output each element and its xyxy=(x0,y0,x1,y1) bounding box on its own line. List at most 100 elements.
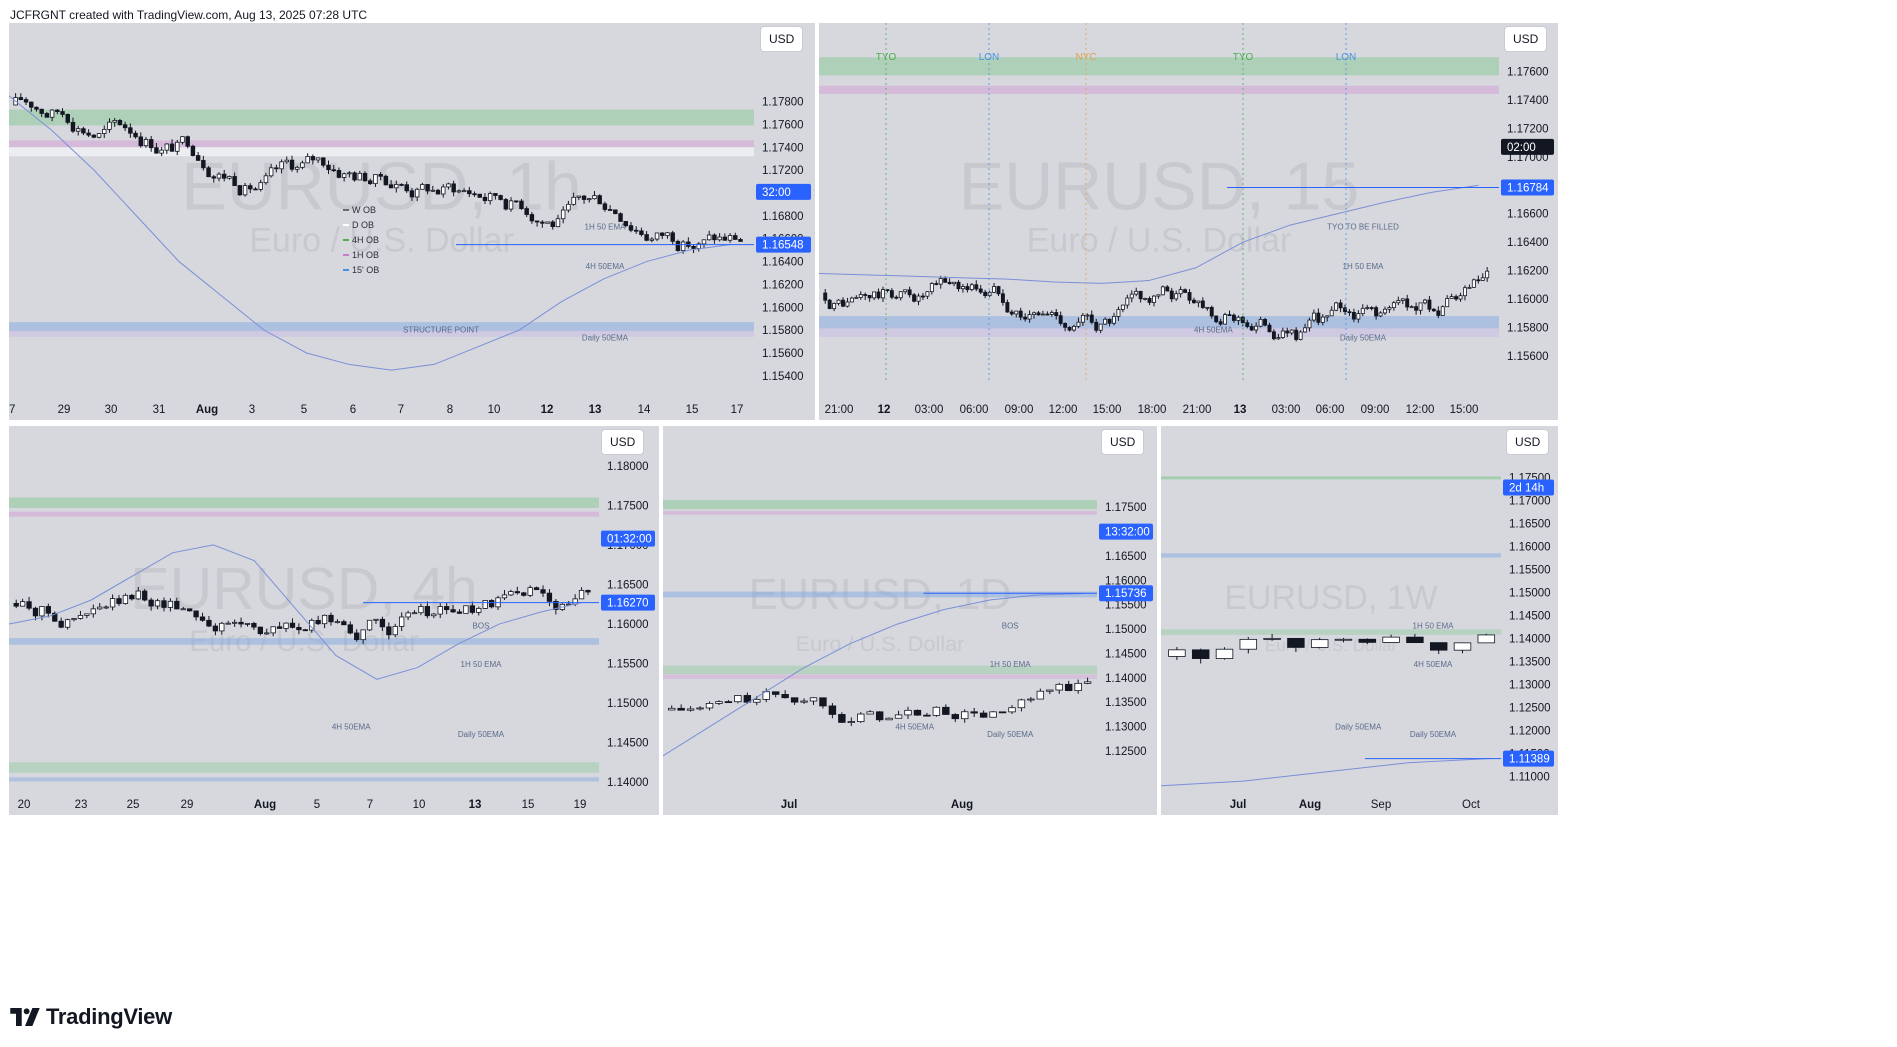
candle xyxy=(1347,311,1352,314)
candle xyxy=(912,294,917,302)
candle xyxy=(979,712,988,718)
chart-panel-1h[interactable]: EURUSD, 1h Euro / U.S. Dollar 1.17800 1.176… xyxy=(9,23,815,420)
currency-button[interactable]: USD xyxy=(1101,429,1145,455)
candle xyxy=(1009,311,1014,315)
candle xyxy=(399,184,404,186)
candle xyxy=(310,156,316,161)
chart-panel-1w[interactable]: EURUSD, 1W Euro / U.S. Dollar 1.17500 1.170… xyxy=(1161,426,1558,815)
y-axis-tick-label: 1.16400 xyxy=(1507,237,1549,249)
candle xyxy=(885,289,890,291)
x-axis-tick-label: 6 xyxy=(350,404,356,416)
ob-zone xyxy=(819,316,1499,329)
candle xyxy=(219,622,225,632)
y-axis-tick-label: 1.15800 xyxy=(1507,322,1549,334)
ob-zone xyxy=(9,497,599,508)
session-label: TYO xyxy=(1233,52,1254,63)
x-axis-tick-label: 29 xyxy=(58,404,71,416)
x-axis-tick-label: Aug xyxy=(196,404,218,416)
price-tag-label: 2d 14h xyxy=(1509,483,1544,495)
y-axis-tick-label: 1.17500 xyxy=(1105,502,1147,514)
currency-button[interactable]: USD xyxy=(760,26,804,52)
candle xyxy=(1196,300,1201,304)
y-axis-tick-label: 1.13500 xyxy=(1105,697,1147,709)
chart-watermark: EURUSD, 1W xyxy=(1224,579,1437,617)
candle xyxy=(1005,302,1010,313)
ema-line xyxy=(9,95,732,371)
ob-zone xyxy=(9,762,599,773)
candle xyxy=(148,139,154,149)
candle xyxy=(1046,689,1054,692)
candle xyxy=(174,600,180,610)
candle xyxy=(431,613,437,617)
candle xyxy=(414,188,420,198)
tradingview-logo-icon xyxy=(10,1008,40,1026)
x-axis-tick-label: 12 xyxy=(878,404,891,416)
candle xyxy=(1356,313,1361,320)
candle xyxy=(1169,290,1174,300)
currency-button[interactable]: USD xyxy=(1506,429,1550,455)
candle xyxy=(1239,638,1258,650)
y-axis-tick-label: 1.18000 xyxy=(607,461,649,473)
ob-zone xyxy=(9,777,599,782)
candle xyxy=(446,183,451,188)
y-axis-tick-label: 1.17400 xyxy=(1507,95,1549,107)
candle xyxy=(989,711,997,718)
candle xyxy=(161,600,167,608)
candle xyxy=(388,184,394,189)
candle xyxy=(1431,308,1436,312)
candle xyxy=(39,606,45,617)
candle xyxy=(91,134,97,138)
x-axis-tick-label: 7 xyxy=(367,799,373,811)
candle xyxy=(1027,314,1032,320)
candle xyxy=(508,591,514,596)
candle xyxy=(1307,319,1312,329)
candle xyxy=(13,602,19,607)
x-axis-tick-label: 14 xyxy=(638,404,651,416)
candle xyxy=(1458,295,1463,300)
session-label: TYO xyxy=(876,52,897,63)
candle xyxy=(1374,307,1379,317)
candle xyxy=(581,195,587,200)
candle xyxy=(938,278,943,285)
candle xyxy=(122,594,129,604)
y-axis-tick-label: 1.13500 xyxy=(1509,656,1551,668)
candle xyxy=(633,229,639,232)
y-axis-tick-label: 1.13000 xyxy=(1105,722,1147,734)
currency-button[interactable]: USD xyxy=(1504,26,1548,52)
x-axis-tick-label: 12 xyxy=(541,404,554,416)
candle xyxy=(341,173,347,178)
candle xyxy=(248,185,253,190)
candle xyxy=(1325,315,1330,318)
candle xyxy=(167,600,174,608)
candle xyxy=(392,626,398,636)
candle xyxy=(545,221,550,224)
x-axis-tick-label: 5 xyxy=(314,799,320,811)
candle xyxy=(1334,638,1353,641)
candle xyxy=(1351,312,1356,320)
candle xyxy=(1429,642,1448,651)
candle xyxy=(231,621,238,624)
candle xyxy=(956,281,961,290)
candle xyxy=(724,701,733,704)
y-axis-tick-label: 1.16000 xyxy=(1105,575,1147,587)
candle xyxy=(867,294,872,299)
chart-panel-4h[interactable]: EURUSD, 4h Euro / U.S. Dollar 1.18000 1.175… xyxy=(9,426,659,815)
candle xyxy=(366,619,373,631)
currency-button[interactable]: USD xyxy=(601,429,645,455)
candle xyxy=(1418,302,1423,311)
candle xyxy=(456,190,462,193)
candle xyxy=(32,607,39,617)
chart-panel-15m[interactable]: EURUSD, 15 Euro / U.S. Dollar 1.17600 1.174… xyxy=(819,23,1558,420)
candle xyxy=(1369,307,1374,309)
candle xyxy=(781,694,789,699)
y-axis-tick-label: 1.15800 xyxy=(762,325,804,337)
candle xyxy=(1209,306,1214,317)
candle xyxy=(180,608,186,611)
candle xyxy=(1358,638,1377,643)
